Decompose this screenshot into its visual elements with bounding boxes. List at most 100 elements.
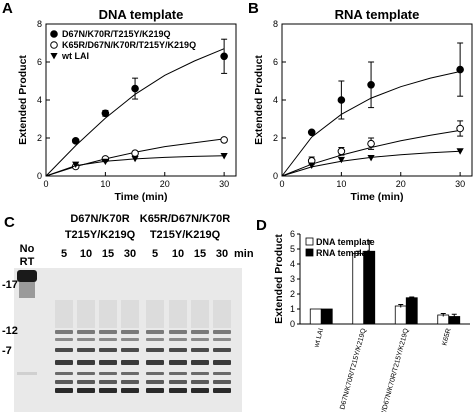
gel-group2-line2: T215Y/K219Q: [150, 229, 221, 241]
legend-label: D67N/K70R/T215Y/K219Q: [62, 29, 171, 39]
gel-band: [146, 338, 164, 341]
x-axis-label: Time (min): [351, 191, 404, 203]
x-tick-label: 10: [100, 179, 110, 189]
gel-size-marker: -17: [2, 279, 18, 291]
gel-band: [55, 330, 73, 334]
legend-label: K65R/D67N/K70R/T215Y/K219Q: [62, 40, 196, 50]
gel-size-marker: -12: [2, 325, 18, 337]
gel-no-rt-line2: RT: [20, 256, 35, 268]
panel-label-b: B: [248, 0, 259, 17]
y-tick-label: 0: [290, 319, 295, 329]
data-point: [337, 96, 346, 104]
y-tick-label: 2: [290, 289, 295, 299]
gel-band: [99, 372, 117, 375]
gel-group1-line1: D67N/K70R: [70, 213, 129, 225]
category-label: K65R: [441, 328, 452, 347]
y-axis-label: Extended Product: [17, 55, 29, 145]
gel-band: [213, 300, 231, 328]
data-point: [220, 136, 228, 144]
y-tick-label: 8: [273, 19, 278, 29]
panel-label-a: A: [2, 0, 13, 17]
gel-group1-line2: T215Y/K219Q: [65, 229, 136, 241]
gel-band: [169, 348, 187, 352]
data-point: [367, 139, 375, 148]
category-label: wt LAI: [313, 328, 325, 350]
gel-band: [169, 388, 187, 393]
gel-band: [17, 270, 37, 282]
gel-band: [191, 372, 209, 375]
gel-band: [169, 338, 187, 341]
gel-band: [99, 348, 117, 352]
gel-band: [191, 330, 209, 334]
gel-band: [121, 348, 139, 352]
legend-marker: [50, 53, 58, 60]
x-tick-label: 20: [160, 179, 170, 189]
fit-curve: [281, 129, 461, 177]
gel-band: [77, 360, 95, 365]
y-tick-label: 2: [37, 133, 42, 143]
bar: [352, 253, 365, 325]
x-tick-label: 0: [43, 179, 48, 189]
gel-band: [213, 348, 231, 352]
data-point: [131, 84, 139, 93]
y-tick-label: 4: [37, 95, 42, 105]
bar: [320, 308, 333, 325]
bar: [405, 297, 418, 325]
gel-band: [77, 338, 95, 341]
plot-frame: [281, 23, 473, 177]
gel-band: [19, 282, 35, 298]
y-tick-label: 3: [290, 274, 295, 284]
gel-time-label: 10: [80, 248, 92, 260]
data-point: [367, 154, 375, 162]
gel-band: [191, 388, 209, 393]
gel-band: [55, 338, 73, 341]
gel-band: [213, 380, 231, 384]
gel-band: [146, 300, 164, 328]
gel-band: [213, 388, 231, 393]
panel-label-d: D: [256, 217, 267, 234]
y-axis-label: Extended Product: [253, 55, 265, 145]
gel-band: [55, 380, 73, 384]
gel-time-label: 10: [172, 248, 184, 260]
x-tick-label: 10: [336, 179, 346, 189]
gel-band: [169, 330, 187, 334]
y-tick-label: 4: [290, 259, 295, 269]
bar: [394, 305, 407, 325]
gel-band: [77, 372, 95, 375]
gel-time-unit: min: [234, 248, 254, 260]
gel-time-label: 15: [194, 248, 206, 260]
data-point: [337, 156, 345, 164]
y-tick-label: 1: [290, 304, 295, 314]
chart-title: DNA template: [99, 7, 184, 22]
bar: [363, 250, 376, 325]
gel-band: [146, 360, 164, 365]
chart-bar-comparison: 0 1 2 3 4 5 6 Extended Product wt LAI D67N/K70R/T…: [273, 229, 470, 412]
gel-band: [121, 372, 139, 375]
y-tick-label: 6: [273, 57, 278, 67]
y-tick-label: 0: [273, 171, 278, 181]
data-point: [131, 155, 139, 163]
data-point: [308, 162, 316, 169]
gel-band: [191, 360, 209, 365]
gel-band: [213, 338, 231, 341]
gel-band: [169, 380, 187, 384]
y-tick-label: 4: [273, 95, 278, 105]
category-label: D67N/K70R/T215Y/K219Q: [339, 327, 368, 410]
gel-band: [99, 338, 117, 341]
gel-no-rt-line1: No: [20, 243, 35, 255]
gel-band: [77, 300, 95, 328]
legend-label: wt LAI: [61, 51, 89, 61]
gel-band: [213, 360, 231, 365]
data-point: [72, 161, 80, 168]
gel-band: [55, 388, 73, 393]
legend-marker: [50, 41, 58, 49]
data-point: [220, 153, 228, 160]
data-point: [456, 148, 464, 155]
y-axis-label: Extended Product: [273, 234, 285, 324]
gel-band: [121, 338, 139, 341]
x-tick-label: 30: [455, 179, 465, 189]
y-tick-label: 0: [37, 171, 42, 181]
gel-band: [99, 380, 117, 384]
gel-band: [146, 388, 164, 393]
